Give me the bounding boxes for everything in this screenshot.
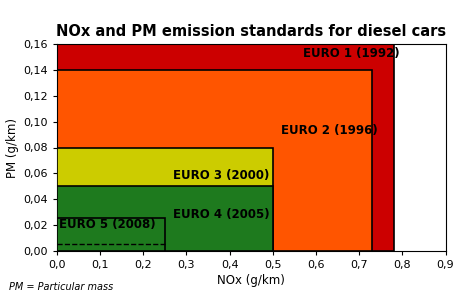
Bar: [57, 219, 165, 251]
X-axis label: NOx (g/km): NOx (g/km): [217, 274, 285, 287]
Bar: [57, 44, 394, 251]
Bar: [57, 70, 372, 251]
Text: PM = Particular mass: PM = Particular mass: [9, 282, 114, 292]
Title: NOx and PM emission standards for diesel cars: NOx and PM emission standards for diesel…: [56, 24, 447, 39]
Text: EURO 1 (1992): EURO 1 (1992): [303, 47, 400, 60]
Text: EURO 4 (2005): EURO 4 (2005): [173, 208, 270, 221]
Text: EURO 2 (1996): EURO 2 (1996): [282, 124, 378, 137]
Bar: [57, 186, 273, 251]
Text: EURO 3 (2000): EURO 3 (2000): [173, 169, 270, 182]
Bar: [57, 148, 273, 251]
Text: EURO 5 (2008): EURO 5 (2008): [59, 218, 155, 232]
Y-axis label: PM (g/km): PM (g/km): [6, 117, 19, 178]
